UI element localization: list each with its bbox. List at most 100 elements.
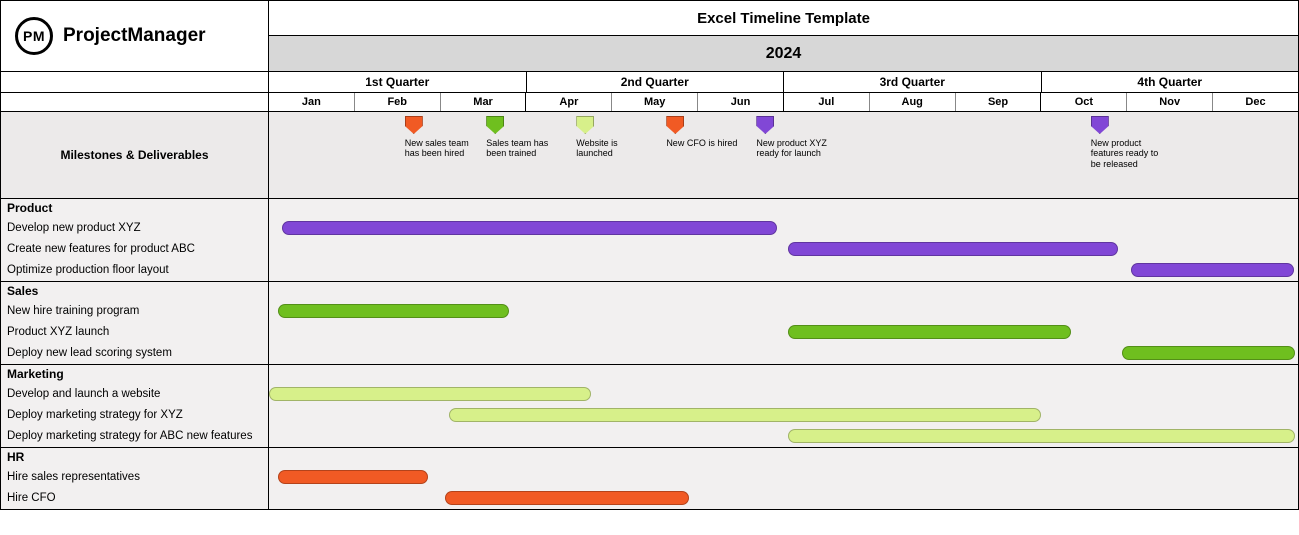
group-left: SalesNew hire training programProduct XY…	[1, 282, 269, 364]
gantt-bar	[278, 304, 510, 318]
groups-container: ProductDevelop new product XYZCreate new…	[1, 199, 1298, 509]
task-row	[269, 467, 1298, 488]
quarter-label: 2nd Quarter	[526, 72, 784, 92]
task-label: Create new features for product ABC	[1, 238, 268, 259]
header-row: PM ProjectManager Excel Timeline Templat…	[1, 1, 1298, 72]
task-row	[269, 322, 1298, 343]
milestone: Website is launched	[576, 116, 656, 159]
page-title: Excel Timeline Template	[269, 1, 1298, 35]
task-row	[269, 218, 1298, 239]
months-row: JanFebMarAprMayJunJulAugSepOctNovDec	[1, 93, 1298, 112]
task-label: Hire CFO	[1, 487, 268, 508]
quarters: 1st Quarter2nd Quarter3rd Quarter4th Qua…	[269, 72, 1298, 92]
milestone-pointer-icon	[576, 116, 594, 134]
milestones-label: Milestones & Deliverables	[1, 112, 269, 198]
milestone-pointer-icon	[756, 116, 774, 134]
group-left: HRHire sales representativesHire CFO	[1, 448, 269, 509]
task-row	[269, 260, 1298, 281]
task-label: Develop new product XYZ	[1, 217, 268, 238]
brand: PM ProjectManager	[1, 1, 269, 71]
group-section: HRHire sales representativesHire CFO	[1, 448, 1298, 509]
gantt-bar	[788, 325, 1071, 339]
task-row	[269, 301, 1298, 322]
group-track	[269, 282, 1298, 364]
month-label: Dec	[1212, 93, 1298, 111]
gantt-bar	[278, 470, 428, 484]
month-label: Oct	[1040, 93, 1126, 111]
month-label: Nov	[1126, 93, 1212, 111]
milestone-caption: New product features ready to be release…	[1091, 138, 1171, 169]
task-label: New hire training program	[1, 300, 268, 321]
group-section: SalesNew hire training programProduct XY…	[1, 282, 1298, 365]
task-row	[269, 384, 1298, 405]
milestone: New product features ready to be release…	[1091, 116, 1171, 169]
milestone-caption: Sales team has been trained	[486, 138, 566, 159]
timeline-template: PM ProjectManager Excel Timeline Templat…	[0, 0, 1299, 510]
milestone-pointer-icon	[1091, 116, 1109, 134]
month-label: Apr	[525, 93, 611, 111]
milestone: New product XYZ ready for launch	[756, 116, 836, 159]
milestone: New sales team has been hired	[405, 116, 485, 159]
milestone-pointer-icon	[405, 116, 423, 134]
group-name: Marketing	[1, 365, 268, 383]
month-label: May	[611, 93, 697, 111]
group-left: ProductDevelop new product XYZCreate new…	[1, 199, 269, 281]
milestone-pointer-icon	[486, 116, 504, 134]
task-row	[269, 405, 1298, 426]
month-label: Jun	[697, 93, 783, 111]
group-name: Product	[1, 199, 268, 217]
quarter-label: 1st Quarter	[269, 72, 526, 92]
group-section: MarketingDevelop and launch a websiteDep…	[1, 365, 1298, 448]
month-label: Sep	[955, 93, 1041, 111]
group-left: MarketingDevelop and launch a websiteDep…	[1, 365, 269, 447]
gantt-bar	[1122, 346, 1295, 360]
group-track	[269, 448, 1298, 509]
quarter-label: 3rd Quarter	[783, 72, 1041, 92]
gantt-bar	[1131, 263, 1294, 277]
milestones-row: Milestones & Deliverables New sales team…	[1, 112, 1298, 199]
brand-badge: PM	[15, 17, 53, 55]
month-label: Aug	[869, 93, 955, 111]
title-column: Excel Timeline Template 2024	[269, 1, 1298, 71]
milestone-caption: New CFO is hired	[666, 138, 746, 148]
month-label: Jul	[783, 93, 869, 111]
milestone-caption: New product XYZ ready for launch	[756, 138, 836, 159]
gantt-bar	[269, 387, 591, 401]
quarters-row: 1st Quarter2nd Quarter3rd Quarter4th Qua…	[1, 72, 1298, 93]
spacer	[1, 72, 269, 92]
year-label: 2024	[269, 35, 1298, 71]
group-name: Sales	[1, 282, 268, 300]
task-label: Deploy new lead scoring system	[1, 342, 268, 363]
quarter-label: 4th Quarter	[1041, 72, 1299, 92]
milestone: New CFO is hired	[666, 116, 746, 148]
brand-name: ProjectManager	[63, 25, 206, 47]
months: JanFebMarAprMayJunJulAugSepOctNovDec	[269, 93, 1298, 111]
task-row	[269, 488, 1298, 509]
milestone: Sales team has been trained	[486, 116, 566, 159]
task-label: Deploy marketing strategy for XYZ	[1, 404, 268, 425]
group-name: HR	[1, 448, 268, 466]
task-label: Hire sales representatives	[1, 466, 268, 487]
milestone-caption: New sales team has been hired	[405, 138, 485, 159]
milestone-caption: Website is launched	[576, 138, 656, 159]
task-row	[269, 426, 1298, 447]
task-row	[269, 343, 1298, 364]
task-label: Develop and launch a website	[1, 383, 268, 404]
milestone-pointer-icon	[666, 116, 684, 134]
gantt-bar	[282, 221, 777, 235]
month-label: Feb	[354, 93, 440, 111]
milestones-track: New sales team has been hiredSales team …	[269, 112, 1298, 198]
group-section: ProductDevelop new product XYZCreate new…	[1, 199, 1298, 282]
spacer	[1, 93, 269, 111]
gantt-bar	[788, 429, 1296, 443]
gantt-bar	[449, 408, 1041, 422]
task-label: Product XYZ launch	[1, 321, 268, 342]
gantt-bar	[445, 491, 689, 505]
month-label: Jan	[269, 93, 354, 111]
task-label: Deploy marketing strategy for ABC new fe…	[1, 425, 268, 446]
group-track	[269, 199, 1298, 281]
month-label: Mar	[440, 93, 526, 111]
gantt-bar	[788, 242, 1118, 256]
group-track	[269, 365, 1298, 447]
task-row	[269, 239, 1298, 260]
